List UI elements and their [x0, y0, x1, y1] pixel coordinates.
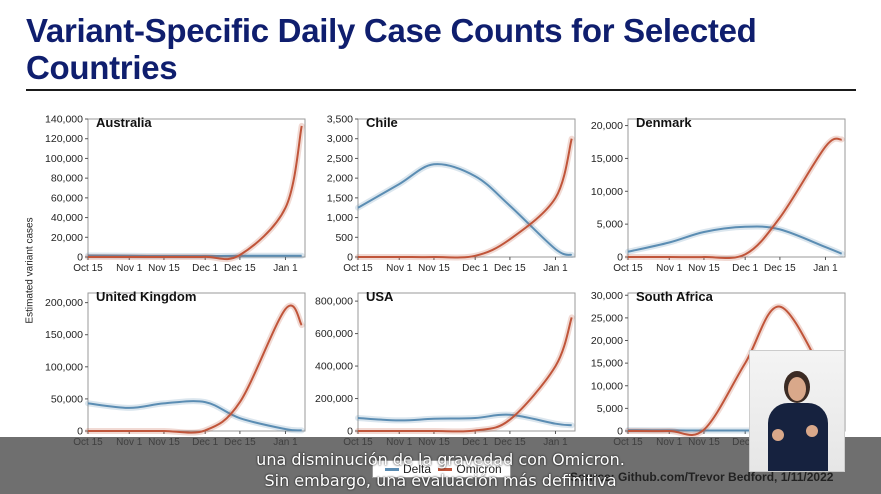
ytick-label-south-africa-0: 0	[617, 426, 623, 438]
xtick-label-chile-4: Dec 15	[494, 263, 526, 274]
legend: Delta Omicron	[372, 460, 511, 478]
panel-title-south-africa: South Africa	[636, 289, 714, 304]
xtick-label-denmark-1: Nov 1	[656, 263, 683, 274]
ytick-label-usa-4: 800,000	[315, 296, 353, 308]
ytick-label-south-africa-2: 10,000	[591, 380, 623, 392]
legend-delta-swatch	[385, 468, 399, 472]
xtick-label-denmark-0: Oct 15	[613, 263, 643, 274]
ytick-label-australia-5: 100,000	[45, 153, 83, 165]
ytick-label-australia-7: 140,000	[45, 114, 83, 126]
ytick-label-usa-1: 200,000	[315, 393, 353, 405]
ci-band-chile-delta	[355, 161, 575, 258]
xtick-label-australia-3: Dec 1	[192, 263, 219, 274]
page-title: Variant-Specific Daily Case Counts for S…	[26, 12, 757, 86]
ci-band-united-kingdom-omicron	[85, 302, 305, 436]
panel-title-united-kingdom: United Kingdom	[96, 289, 196, 304]
sign-language-interpreter	[749, 350, 845, 472]
ytick-label-chile-7: 3,500	[327, 114, 353, 126]
ytick-label-united-kingdom-3: 150,000	[45, 329, 83, 341]
caption-line-2: Sin embargo, una evaluación más definiti…	[264, 471, 617, 490]
ci-band-usa-omicron	[355, 314, 575, 435]
ytick-label-denmark-0: 0	[617, 252, 623, 264]
xtick-label-chile-0: Oct 15	[343, 263, 373, 274]
xtick-label-australia-0: Oct 15	[73, 263, 103, 274]
ytick-label-denmark-2: 10,000	[591, 186, 623, 198]
xtick-label-denmark-3: Dec 1	[732, 263, 759, 274]
series-line-denmark-delta	[627, 225, 843, 255]
ytick-label-south-africa-4: 20,000	[591, 335, 623, 347]
ytick-label-chile-3: 1,500	[327, 192, 353, 204]
xtick-label-australia-4: Dec 15	[224, 263, 256, 274]
series-line-usa-delta	[357, 413, 572, 427]
xtick-label-chile-2: Nov 15	[418, 263, 450, 274]
ytick-label-united-kingdom-2: 100,000	[45, 361, 83, 373]
ytick-label-south-africa-3: 15,000	[591, 358, 623, 370]
ytick-label-australia-2: 40,000	[51, 212, 83, 224]
panel-frame-australia	[87, 118, 306, 258]
ytick-label-chile-5: 2,500	[327, 153, 353, 165]
xtick-label-denmark-5: Jan 1	[813, 263, 838, 274]
ytick-label-usa-0: 0	[347, 426, 353, 438]
ytick-label-australia-6: 120,000	[45, 133, 83, 145]
ytick-label-chile-4: 2,000	[327, 173, 353, 185]
interpreter-right-hand	[806, 425, 818, 437]
ytick-label-south-africa-1: 5,000	[597, 403, 623, 415]
xtick-label-denmark-4: Dec 15	[764, 263, 796, 274]
source-note: Source: Github.com/Trevor Bedford, 1/11/…	[570, 470, 834, 484]
panel-frame-denmark	[627, 118, 846, 258]
series-line-chile-delta	[357, 163, 573, 256]
ytick-label-united-kingdom-1: 50,000	[51, 393, 83, 405]
series-line-australia-omicron	[87, 125, 303, 261]
panel-frame-united-kingdom	[87, 292, 306, 432]
y-axis-label: Estimated variant cases	[24, 217, 36, 324]
ytick-label-australia-4: 80,000	[51, 173, 83, 185]
ytick-label-australia-3: 60,000	[51, 192, 83, 204]
ytick-label-denmark-4: 20,000	[591, 120, 623, 132]
ytick-label-chile-2: 1,000	[327, 212, 353, 224]
caption-line-1: una disminución de la gravedad con Omicr…	[256, 450, 625, 469]
legend-omicron: Omicron	[456, 462, 502, 476]
ytick-label-usa-2: 400,000	[315, 361, 353, 373]
ytick-label-denmark-1: 5,000	[597, 219, 623, 231]
series-line-chile-omicron	[357, 138, 573, 259]
xtick-label-chile-5: Jan 1	[543, 263, 568, 274]
panel-title-denmark: Denmark	[636, 115, 692, 130]
panel-title-chile: Chile	[366, 115, 398, 130]
series-line-united-kingdom-delta	[87, 400, 302, 432]
xtick-label-denmark-2: Nov 15	[688, 263, 720, 274]
xtick-label-australia-1: Nov 1	[116, 263, 143, 274]
ci-band-australia-omicron	[85, 122, 305, 263]
ytick-label-chile-1: 500	[335, 232, 353, 244]
ytick-label-south-africa-5: 25,000	[591, 312, 623, 324]
title-divider	[26, 89, 856, 91]
series-line-denmark-omicron	[627, 137, 843, 259]
ci-band-chile-omicron	[355, 135, 575, 261]
xtick-label-australia-5: Jan 1	[273, 263, 298, 274]
interpreter-face	[788, 377, 806, 401]
xtick-label-australia-2: Nov 15	[148, 263, 180, 274]
ytick-label-usa-3: 600,000	[315, 328, 353, 340]
interpreter-left-hand	[772, 429, 784, 441]
panel-frame-usa	[357, 292, 576, 432]
ytick-label-australia-0: 0	[77, 252, 83, 264]
ytick-label-united-kingdom-4: 200,000	[45, 297, 83, 309]
series-line-united-kingdom-omicron	[88, 304, 303, 434]
panel-title-australia: Australia	[96, 115, 152, 130]
legend-omicron-swatch	[438, 468, 453, 472]
ytick-label-chile-0: 0	[347, 252, 353, 264]
ytick-label-denmark-3: 15,000	[591, 153, 623, 165]
ytick-label-chile-6: 3,000	[327, 133, 353, 145]
ytick-label-australia-1: 20,000	[51, 232, 83, 244]
legend-delta: Delta	[403, 462, 432, 476]
series-line-usa-omicron	[358, 317, 573, 433]
panel-title-usa: USA	[366, 289, 394, 304]
xtick-label-chile-1: Nov 1	[386, 263, 413, 274]
ytick-label-united-kingdom-0: 0	[77, 426, 83, 438]
ytick-label-south-africa-6: 30,000	[591, 290, 623, 302]
xtick-label-chile-3: Dec 1	[462, 263, 489, 274]
